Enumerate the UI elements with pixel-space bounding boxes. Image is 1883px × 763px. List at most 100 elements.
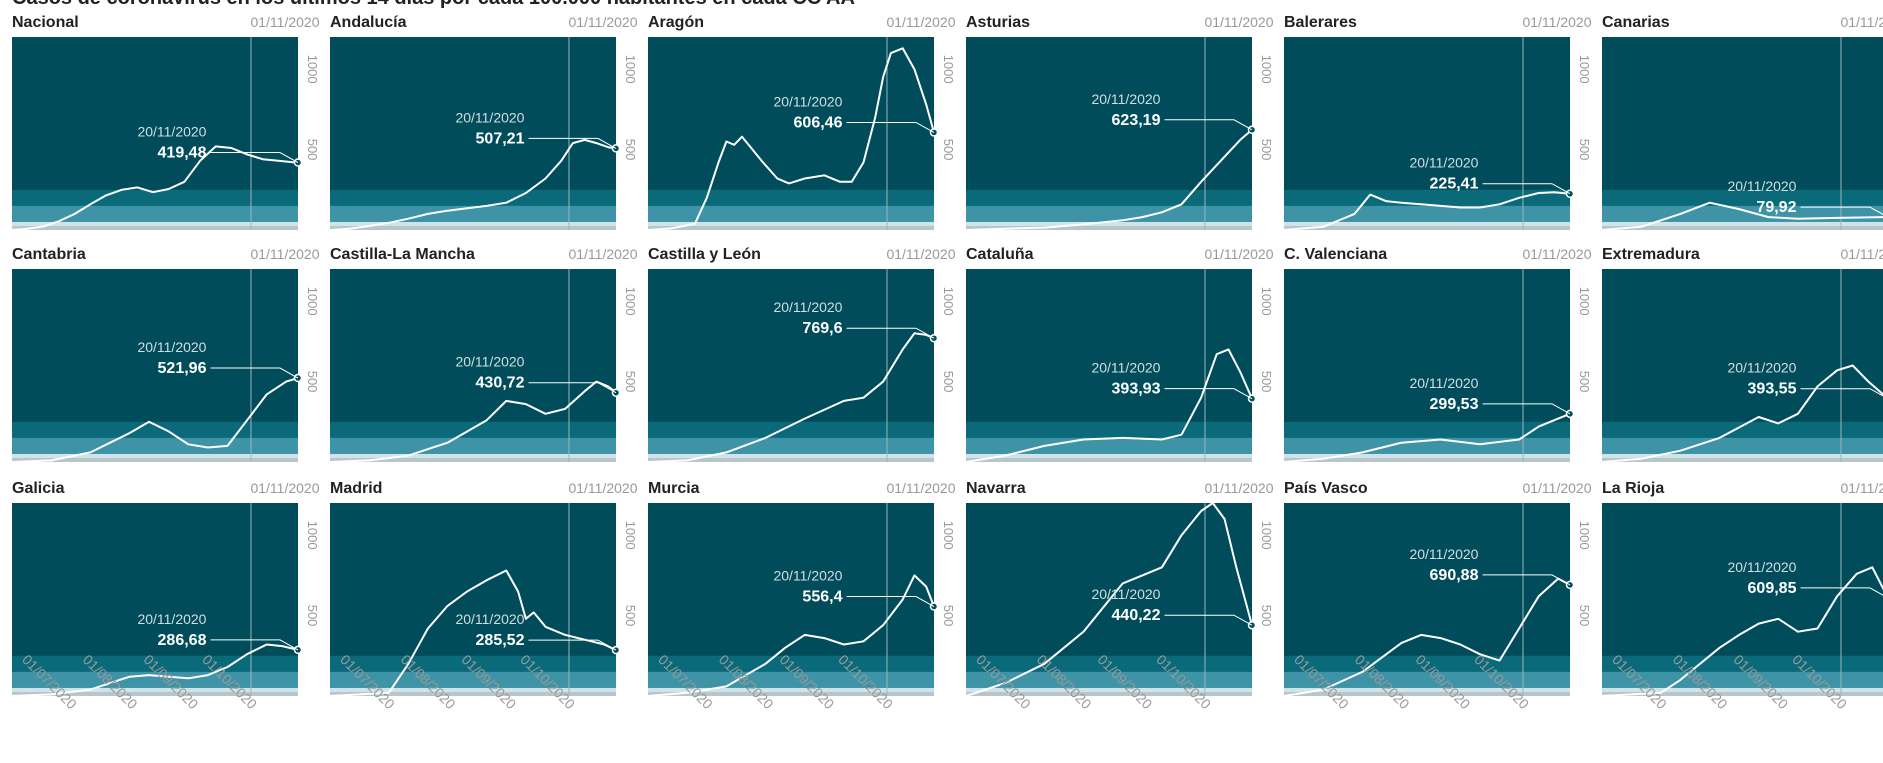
panel-title: Nacional: [12, 14, 79, 31]
annotation-leader: [1164, 119, 1253, 131]
series-line: [1601, 566, 1883, 697]
reference-date-label: 01/11/2020: [568, 14, 637, 30]
plot-baseline: [1284, 226, 1570, 230]
annotation-value: 393,55: [1748, 381, 1797, 398]
y-tick-label: 500: [941, 139, 956, 161]
annotation-value: 225,41: [1430, 176, 1479, 193]
reference-date-label: 01/11/2020: [1204, 14, 1273, 30]
risk-band: [12, 687, 298, 696]
annotation-leader: [1800, 587, 1883, 596]
panel-extremadura: Extremadura01/11/2020500100020/11/202039…: [1601, 246, 1883, 463]
annotation-date: 20/11/2020: [137, 339, 206, 355]
panel-title: Balerares: [1284, 14, 1357, 31]
panel-cantabria: Cantabria 01/11/2020 500 1000 20/11/2020 521,…: [11, 246, 320, 463]
risk-band: [1602, 687, 1883, 696]
series-line: [329, 138, 617, 231]
y-tick-label: 500: [623, 371, 638, 393]
annotation-date: 20/11/2020: [455, 611, 524, 627]
y-tick-label: 1000: [305, 55, 320, 84]
series-line: [1283, 191, 1571, 231]
plot-baseline: [648, 692, 934, 696]
plot-baseline: [12, 226, 298, 230]
risk-band: [1284, 687, 1570, 696]
page-title: Casos de coronavirus en los últimos 14 d…: [12, 0, 855, 10]
y-tick-label: 1000: [623, 521, 638, 550]
series-line: [1601, 201, 1883, 231]
plot-baseline: [648, 458, 934, 462]
plot-baseline: [330, 692, 616, 696]
annotation-date: 20/11/2020: [773, 299, 842, 315]
annotation-date: 20/11/2020: [455, 354, 524, 370]
annotation-date: 20/11/2020: [1409, 155, 1478, 171]
reference-date-label: 01/11/2020: [250, 246, 319, 262]
series-line: [11, 643, 299, 697]
panel-title: Castilla y León: [648, 246, 761, 263]
y-tick-label: 1000: [941, 55, 956, 84]
annotation-value: 286,68: [158, 632, 207, 649]
annotation-value: 521,96: [158, 360, 207, 377]
series-line: [11, 377, 299, 463]
annotation-date: 20/11/2020: [1409, 375, 1478, 391]
y-tick-label: 1000: [941, 521, 956, 550]
reference-date-label: 01/11/2020: [1840, 480, 1883, 496]
annotation-value: 285,52: [476, 632, 525, 649]
risk-band: [966, 221, 1252, 230]
risk-band: [648, 453, 934, 462]
annotation-date: 20/11/2020: [773, 93, 842, 109]
annotation-value: 623,19: [1112, 112, 1161, 129]
panel-galicia: Galicia 01/11/2020 500 1000 20/11/2020 286,68…: [11, 480, 320, 712]
panel-title: Asturias: [966, 14, 1030, 31]
risk-band: [1602, 221, 1883, 230]
y-tick-label: 500: [305, 139, 320, 161]
plot-baseline: [966, 226, 1252, 230]
panel-title: Murcia: [648, 480, 700, 497]
y-tick-label: 500: [1259, 139, 1274, 161]
panel-title: Canarias: [1602, 14, 1670, 31]
series-line: [965, 129, 1253, 231]
annotation-value: 556,4: [802, 589, 842, 606]
annotation-date: 20/11/2020: [1727, 559, 1796, 575]
reference-date-label: 01/11/2020: [886, 480, 955, 496]
panel-catalu-a: Cataluña 01/11/2020 500 1000 20/11/2020 393,9…: [965, 246, 1274, 463]
annotation-leader: [846, 596, 935, 607]
risk-band: [1602, 453, 1883, 462]
panel-asturias: Asturias 01/11/2020 500 1000 20/11/2020 623,1…: [965, 14, 1274, 231]
y-tick-label: 1000: [305, 287, 320, 316]
annotation-value: 393,93: [1112, 381, 1161, 398]
series-line: [1601, 364, 1883, 463]
panel-title: C. Valenciana: [1284, 246, 1387, 263]
annotation-date: 20/11/2020: [1091, 360, 1160, 376]
plot-baseline: [1602, 692, 1883, 696]
risk-band: [966, 453, 1252, 462]
y-tick-label: 1000: [305, 521, 320, 550]
risk-band: [648, 221, 934, 230]
panel-title: Castilla-La Mancha: [330, 246, 475, 263]
reference-date-label: 01/11/2020: [568, 480, 637, 496]
annotation-date: 20/11/2020: [1727, 178, 1796, 194]
panel-title: Andalucía: [330, 14, 407, 31]
series-line: [329, 380, 617, 463]
y-tick-label: 1000: [1259, 55, 1274, 84]
annotation-value: 690,88: [1430, 567, 1479, 584]
annotation-leader: [528, 137, 617, 149]
y-tick-label: 500: [305, 371, 320, 393]
reference-date-label: 01/11/2020: [1522, 14, 1591, 30]
annotation-value: 507,21: [476, 130, 525, 147]
series-line: [647, 47, 935, 231]
panel-nacional: Nacional 01/11/2020 500 1000 20/11/2020 419,4…: [11, 14, 320, 231]
reference-date-label: 01/11/2020: [250, 480, 319, 496]
y-tick-label: 500: [1577, 605, 1592, 627]
reference-date-label: 01/11/2020: [1204, 480, 1273, 496]
series-line: [11, 145, 299, 231]
panel-castilla-la-mancha: Castilla-La Mancha 01/11/2020 500 1000 20/11…: [329, 246, 638, 463]
y-tick-label: 500: [1577, 139, 1592, 161]
reference-date-label: 01/11/2020: [250, 14, 319, 30]
reference-date-label: 01/11/2020: [1840, 14, 1883, 30]
annotation-leader: [210, 367, 299, 379]
plot-baseline: [1602, 458, 1883, 462]
plot-baseline: [1602, 226, 1883, 230]
panel-la-rioja: La Rioja01/11/2020500100020/11/2020609,8…: [1601, 480, 1883, 712]
annotation-leader: [1164, 614, 1253, 626]
reference-date-label: 01/11/2020: [886, 246, 955, 262]
y-tick-label: 1000: [1577, 287, 1592, 316]
